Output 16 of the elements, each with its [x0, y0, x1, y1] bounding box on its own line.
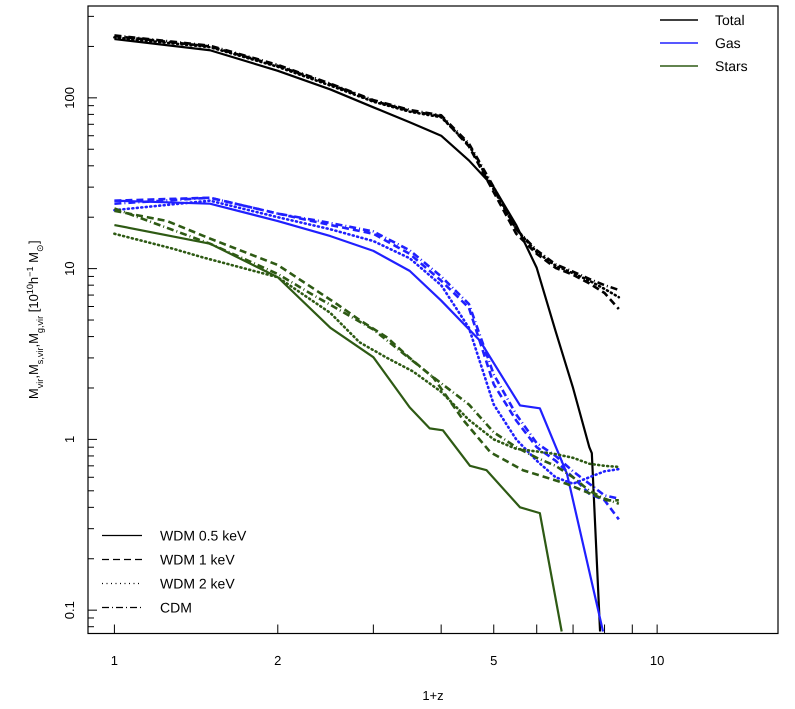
x-tick-label: 10 [650, 653, 664, 668]
annotation: WDM 0.5 keV [160, 528, 248, 544]
annotation: WDM 2 keV [160, 576, 236, 592]
annotation: CDM [160, 600, 192, 616]
x-tick-label: 1 [110, 653, 118, 668]
y-tick-label: 100 [62, 86, 77, 109]
x-tick-label: 5 [490, 653, 498, 668]
legend-label: Total [715, 12, 745, 28]
x-tick-label: 2 [274, 653, 282, 668]
y-tick-label: 0.1 [62, 601, 77, 620]
legend-label: Stars [715, 58, 748, 74]
annotation: WDM 1 keV [160, 552, 236, 568]
y-tick-label: 1 [62, 436, 77, 444]
x-axis-title: 1+z [422, 688, 444, 703]
y-tick-label: 10 [62, 261, 77, 276]
legend-label: Gas [715, 35, 741, 51]
